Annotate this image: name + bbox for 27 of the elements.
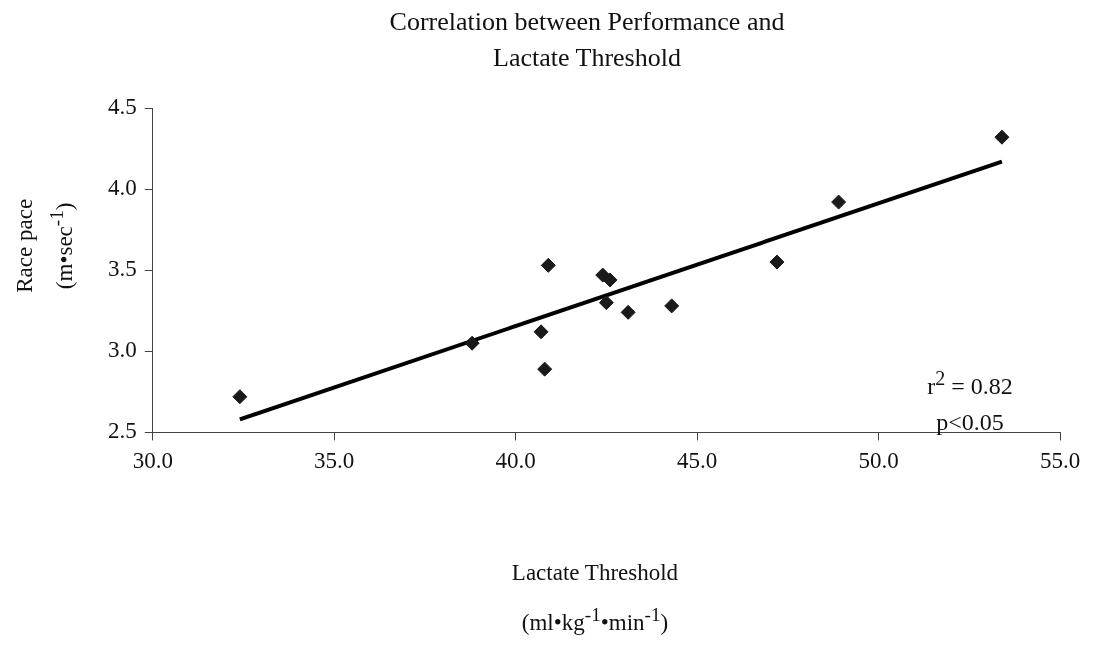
x-axis-title: Lactate Threshold (ml•kg$^{-1}$•min$^{-1}$) [510, 559, 680, 637]
y-tick-label: 4.0 [108, 175, 137, 201]
annotation: r$^{2}$ = 0.82 [927, 367, 1013, 399]
point [769, 254, 785, 270]
x-tick-label: 40.0 [495, 448, 536, 474]
point [994, 129, 1010, 145]
point [464, 335, 480, 351]
point [664, 298, 680, 314]
point [602, 272, 618, 288]
x-tick-label: 55.0 [1039, 448, 1081, 474]
y-tick-label: 3.0 [108, 337, 137, 363]
point [540, 257, 556, 273]
y-tick-label: 4.5 [108, 94, 137, 120]
point [620, 304, 636, 320]
point [598, 295, 614, 311]
chart-title: Correlation between Performance and Lactate Threshold [388, 6, 786, 74]
point [533, 324, 549, 340]
point [831, 194, 847, 210]
annotation: p<0.05 [936, 409, 1004, 435]
x-tick-label: 45.0 [676, 448, 718, 474]
x-tick-label: 50.0 [858, 448, 899, 474]
point [537, 361, 553, 377]
point [232, 389, 248, 405]
y-tick-label: 2.5 [108, 418, 137, 444]
x-tick-label: 30.0 [132, 448, 173, 474]
y-tick-label: 3.5 [108, 256, 137, 282]
x-tick-label: 35.0 [314, 448, 355, 474]
